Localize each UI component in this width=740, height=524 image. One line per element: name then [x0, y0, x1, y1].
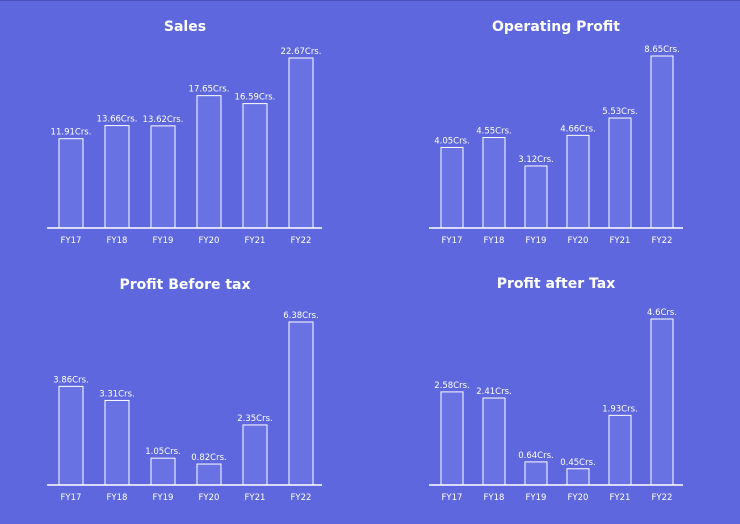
bar [196, 463, 222, 486]
chart-panel: Profit Before tax 3.86Crs. FY17 3.31Crs. FY1… [47, 277, 322, 503]
data-label: 3.31Crs. [99, 389, 135, 399]
data-label: 4.6Crs. [647, 308, 677, 318]
data-label: 1.05Crs. [145, 447, 181, 457]
data-label: 5.53Crs. [602, 107, 638, 117]
data-label: 4.05Crs. [434, 136, 470, 146]
chart-panel: Operating Profit 4.05Crs. FY17 4.55Crs. FY18… [429, 19, 683, 246]
bar [482, 137, 506, 229]
x-tick-label: FY20 [199, 493, 220, 503]
bar [242, 103, 268, 229]
bar [608, 117, 632, 229]
data-label: 0.64Crs. [518, 451, 554, 461]
data-label: 6.38Crs. [283, 311, 319, 321]
x-tick-label: FY18 [107, 493, 128, 503]
chart-panel: Sales 11.91Crs. FY17 13.66Crs. FY18 13.62Crs.… [47, 19, 322, 246]
data-label: 13.62Crs. [143, 115, 184, 125]
data-label: 2.41Crs. [476, 387, 512, 397]
data-label: 17.65Crs. [189, 85, 230, 95]
bar [196, 95, 222, 229]
chart-panel: Profit after Tax 2.58Crs. FY17 2.41Crs. FY18… [429, 276, 683, 503]
bar [524, 461, 548, 486]
x-tick-label: FY19 [153, 236, 174, 246]
bar [650, 55, 674, 229]
x-tick-label: FY21 [610, 493, 631, 503]
chart-title: Profit Before tax [119, 277, 250, 293]
bar [566, 134, 590, 229]
x-tick-label: FY21 [245, 236, 266, 246]
x-tick-label: FY19 [526, 493, 547, 503]
bar [150, 125, 176, 229]
bar [242, 424, 268, 486]
data-label: 2.58Crs. [434, 381, 470, 391]
bar [150, 457, 176, 486]
chart-title: Operating Profit [492, 19, 620, 35]
bar [288, 57, 314, 229]
bar [482, 397, 506, 486]
x-tick-label: FY22 [291, 493, 312, 503]
data-label: 2.35Crs. [237, 414, 273, 424]
data-label: 4.66Crs. [560, 124, 596, 134]
data-label: 0.45Crs. [560, 458, 596, 468]
bar [288, 321, 314, 486]
x-tick-label: FY22 [652, 493, 673, 503]
bar [104, 125, 130, 229]
bar [608, 414, 632, 486]
bar [58, 385, 84, 486]
data-label: 22.67Crs. [281, 47, 322, 57]
bar [650, 318, 674, 486]
data-label: 13.66Crs. [97, 115, 138, 125]
data-label: 0.82Crs. [191, 453, 227, 463]
x-tick-label: FY20 [568, 236, 589, 246]
data-label: 11.91Crs. [51, 128, 92, 138]
x-tick-label: FY18 [484, 236, 505, 246]
x-tick-label: FY18 [107, 236, 128, 246]
x-tick-label: FY21 [610, 236, 631, 246]
x-tick-label: FY17 [442, 236, 463, 246]
x-tick-label: FY18 [484, 493, 505, 503]
x-tick-label: FY20 [568, 493, 589, 503]
data-label: 4.55Crs. [476, 127, 512, 137]
data-label: 3.12Crs. [518, 155, 554, 165]
x-tick-label: FY17 [61, 236, 82, 246]
x-tick-label: FY17 [442, 493, 463, 503]
data-label: 3.86Crs. [53, 375, 89, 385]
bar [524, 165, 548, 229]
x-tick-label: FY22 [652, 236, 673, 246]
data-label: 8.65Crs. [644, 45, 680, 55]
data-label: 1.93Crs. [602, 404, 638, 414]
x-tick-label: FY19 [153, 493, 174, 503]
x-tick-label: FY20 [199, 236, 220, 246]
chart-title: Sales [164, 19, 206, 35]
chart-title: Profit after Tax [497, 276, 615, 292]
bar [58, 138, 84, 229]
x-tick-label: FY19 [526, 236, 547, 246]
x-tick-label: FY21 [245, 493, 266, 503]
x-tick-label: FY17 [61, 493, 82, 503]
bar [440, 146, 464, 229]
bar [104, 399, 130, 486]
data-label: 16.59Crs. [235, 93, 276, 103]
bar [440, 391, 464, 486]
x-tick-label: FY22 [291, 236, 312, 246]
bar [566, 468, 590, 486]
